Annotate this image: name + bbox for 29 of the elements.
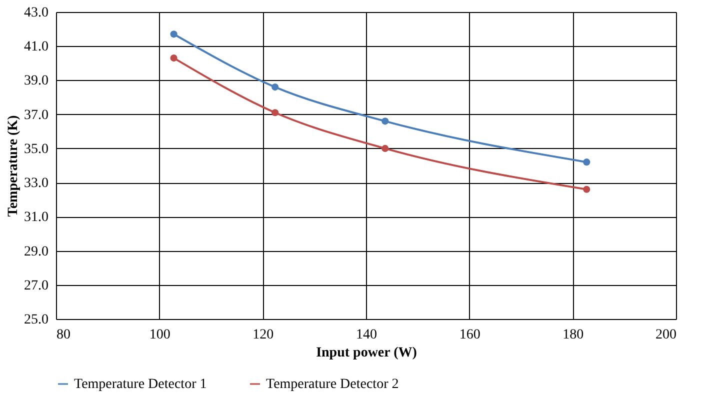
point bbox=[272, 109, 279, 116]
point bbox=[272, 84, 279, 91]
x-tick-label: 80 bbox=[56, 328, 70, 342]
x-tick-label: 120 bbox=[252, 328, 274, 342]
x-tick-label: 200 bbox=[656, 328, 676, 342]
y-tick-label: 33.0 bbox=[24, 176, 48, 192]
point bbox=[583, 158, 590, 166]
y-tick-label: 41.0 bbox=[24, 40, 48, 55]
point bbox=[170, 30, 178, 38]
y-axis-title: Temperature (K) bbox=[6, 114, 21, 217]
y-tick-label: 37.0 bbox=[24, 108, 48, 123]
y-tick-label: 35.0 bbox=[24, 142, 48, 157]
x-tick-label: 160 bbox=[459, 328, 480, 342]
point bbox=[382, 144, 389, 152]
legend-label: Temperature Detector 1 bbox=[74, 377, 207, 392]
x-tick-label: 140 bbox=[356, 328, 377, 342]
point bbox=[382, 118, 389, 125]
y-tick-label: 27.0 bbox=[24, 278, 48, 294]
point bbox=[583, 186, 590, 193]
legend-label: Temperature Detector 2 bbox=[266, 377, 399, 392]
y-tick-label: 29.0 bbox=[24, 244, 48, 260]
x-tick-label: 180 bbox=[562, 328, 584, 342]
x-axis-title: Input power (W) bbox=[316, 346, 418, 360]
y-tick-label: 31.0 bbox=[24, 210, 48, 226]
y-tick-label: 25.0 bbox=[24, 312, 48, 328]
y-tick-label: 43.0 bbox=[24, 6, 48, 20]
x-tick-label: 100 bbox=[149, 328, 170, 342]
y-tick-label: 39.0 bbox=[24, 74, 48, 89]
point bbox=[170, 54, 178, 62]
